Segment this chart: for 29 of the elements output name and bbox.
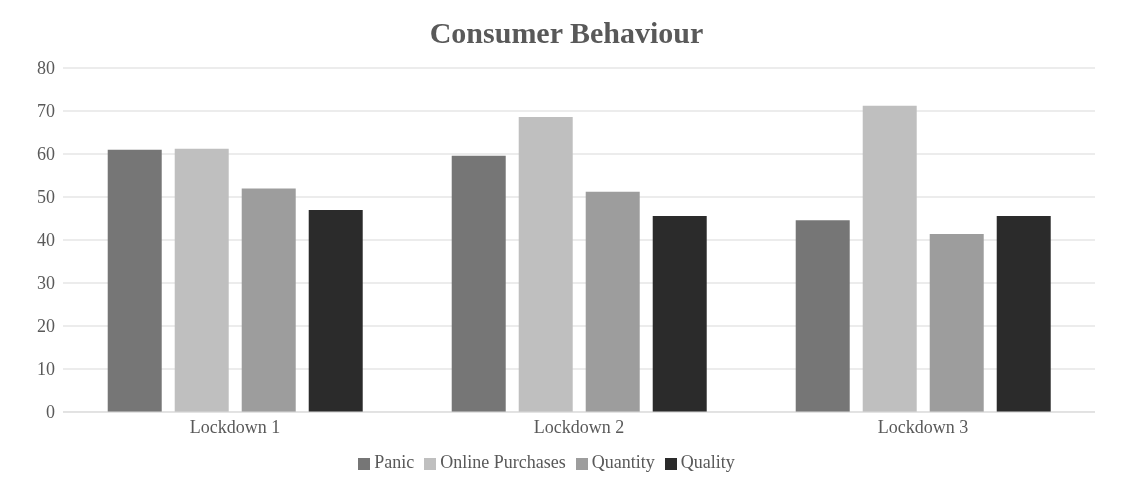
legend-label: Online Purchases: [440, 452, 566, 472]
legend-label: Quantity: [591, 452, 655, 472]
y-tick-label: 60: [37, 144, 55, 165]
bar: [518, 117, 573, 412]
bar: [241, 188, 296, 412]
y-tick-label: 30: [37, 273, 55, 294]
bar: [996, 215, 1051, 412]
y-tick-label: 20: [37, 316, 55, 337]
legend-label: Panic: [374, 452, 415, 472]
bar: [308, 209, 363, 412]
x-tick-label: Lockdown 3: [877, 416, 969, 437]
bar: [929, 233, 984, 412]
bar: [862, 105, 917, 412]
x-tick-label: Lockdown 1: [189, 416, 281, 437]
bar: [451, 155, 506, 412]
bar: [795, 220, 850, 412]
chart-title: Consumer Behaviour: [428, 15, 705, 51]
bar: [174, 148, 229, 412]
legend-label: Quality: [680, 452, 735, 472]
y-tick-label: 70: [37, 101, 55, 122]
bar: [585, 191, 640, 412]
y-tick-label: 80: [37, 58, 55, 79]
y-tick-label: 50: [37, 187, 55, 208]
y-tick-label: 40: [37, 230, 55, 251]
y-tick-label: 10: [37, 359, 55, 380]
y-tick-label: 0: [46, 402, 55, 423]
x-tick-label: Lockdown 2: [533, 416, 625, 437]
bar: [107, 149, 162, 412]
bar: [652, 215, 707, 412]
